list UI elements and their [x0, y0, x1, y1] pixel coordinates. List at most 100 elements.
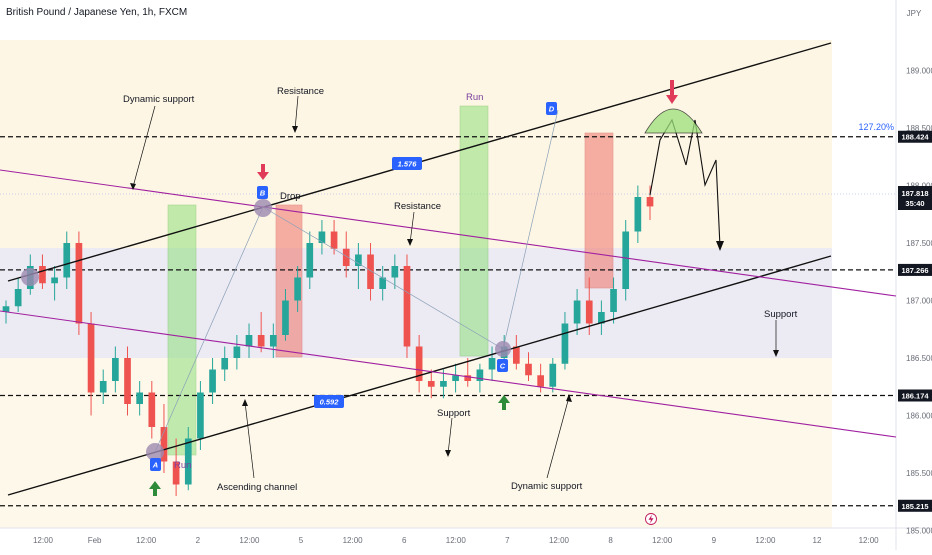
- level-price-label: 186.174: [901, 391, 929, 400]
- candle-body: [440, 381, 447, 387]
- green-up-arrow-1: [149, 481, 161, 496]
- time-axis[interactable]: 12:00 Feb 12:00 2 12:00 5 12:00 6 12:00 7 12:00 8 12…: [33, 536, 879, 545]
- candle-body: [39, 266, 46, 284]
- svg-text:D: D: [549, 105, 555, 114]
- candle-body: [63, 243, 71, 278]
- candle-body: [634, 197, 642, 232]
- time-tick-label: 6: [402, 536, 407, 545]
- svg-text:0.592: 0.592: [320, 398, 340, 407]
- price-tick-label: 185.000: [906, 527, 932, 536]
- pivot-circle-left: [21, 268, 39, 286]
- channel-lower-line[interactable]: [7, 255, 832, 496]
- candle-body: [476, 369, 484, 381]
- annotation-pointers: [130, 95, 779, 479]
- last-price-tag: 187.818 35:40: [898, 186, 932, 210]
- badge-c: C: [497, 359, 508, 372]
- candle-body: [391, 266, 399, 278]
- label-dynamic-support-top: Dynamic support: [123, 94, 195, 105]
- candle-body: [512, 346, 520, 364]
- time-tick-label: 7: [505, 536, 510, 545]
- candle-body: [221, 358, 229, 370]
- candle-body: [184, 438, 192, 485]
- candle-body: [585, 300, 593, 324]
- green-up-arrow-2: [498, 395, 510, 410]
- price-tick-label: 188.500: [906, 124, 932, 133]
- currency-label: JPY: [907, 9, 922, 18]
- candle-body: [598, 312, 605, 324]
- candle-body: [233, 346, 241, 358]
- level-price-label: 185.215: [901, 502, 928, 511]
- svg-text:A: A: [152, 461, 158, 470]
- measure-badge-lower: 0.592: [314, 395, 344, 408]
- middle-zone-shade: [0, 248, 832, 358]
- candle-body: [367, 254, 374, 289]
- price-tags: 188.424 187.266 186.174 185.215: [898, 130, 932, 512]
- candle-body: [112, 358, 119, 381]
- dynamic-line-lower[interactable]: [0, 310, 897, 438]
- price-tick-label: 189.000: [906, 67, 932, 76]
- candle-body: [464, 375, 472, 381]
- candle-body: [160, 427, 168, 462]
- candle-body: [282, 300, 289, 335]
- svg-text:B: B: [260, 189, 266, 198]
- price-levels: [0, 136, 896, 507]
- candle-body: [172, 461, 180, 485]
- candle-body: [87, 323, 95, 393]
- price-tick-label: 186.000: [906, 412, 932, 421]
- level-price-tag: [898, 499, 932, 512]
- price-tick-label: 186.500: [906, 354, 932, 363]
- time-tick-label: 12:00: [755, 536, 776, 545]
- lower-zone-shade: [0, 358, 832, 528]
- candle-body: [14, 289, 22, 307]
- label-resistance-top: Resistance: [277, 86, 324, 97]
- label-run-1: Run: [174, 460, 191, 471]
- time-tick-label: 2: [196, 536, 201, 545]
- price-tick-label: 187.000: [906, 297, 932, 306]
- level-price-label: 188.424: [901, 133, 929, 142]
- lightning-icon[interactable]: [645, 513, 657, 525]
- time-tick-label: 12:00: [136, 536, 157, 545]
- candle-body: [330, 231, 338, 249]
- price-tick-label: 187.500: [906, 239, 932, 248]
- candle-body: [610, 289, 617, 312]
- candle-body: [2, 306, 10, 312]
- candle-body: [99, 381, 107, 393]
- svg-text:C: C: [500, 362, 506, 371]
- fib-label: 127.20%: [858, 122, 894, 132]
- upper-zone-shade: [0, 40, 832, 248]
- time-tick-label: 12:00: [343, 536, 364, 545]
- candle-body: [306, 243, 314, 278]
- red-down-arrow-1: [257, 164, 269, 180]
- label-support-bottom: Support: [437, 408, 471, 419]
- price-tick-label: 185.500: [906, 469, 932, 478]
- dynamic-line-upper[interactable]: [0, 169, 897, 297]
- projection-arrowhead: [716, 241, 724, 251]
- candle-body: [403, 266, 411, 347]
- pivot-circle-a: [146, 443, 164, 461]
- pivot-circle-b: [254, 199, 272, 217]
- run-zone-2: [459, 105, 489, 357]
- candle-body: [124, 358, 131, 404]
- time-tick-label: 12:00: [446, 536, 467, 545]
- projection-path: [649, 118, 721, 248]
- time-tick-label: 12:00: [652, 536, 673, 545]
- time-tick-label: 12:00: [239, 536, 260, 545]
- label-support-right: Support: [764, 309, 798, 320]
- candle-body: [136, 392, 144, 404]
- candle-body: [148, 392, 156, 427]
- candle-body: [342, 248, 350, 266]
- top-arc: [644, 108, 703, 134]
- time-tick-label: 9: [712, 536, 717, 545]
- level-price-tag: [898, 130, 932, 143]
- chart-title: British Pound / Japanese Yen, 1h, FXCM: [6, 7, 187, 18]
- time-tick-label: 12:00: [549, 536, 570, 545]
- candle-body: [51, 277, 58, 284]
- candle-body: [355, 254, 362, 266]
- time-tick-label: 12:00: [33, 536, 54, 545]
- candle-body: [415, 346, 423, 381]
- label-drop: Drop: [280, 191, 301, 202]
- drop-zone-2: [584, 132, 614, 289]
- candle-body: [452, 375, 459, 381]
